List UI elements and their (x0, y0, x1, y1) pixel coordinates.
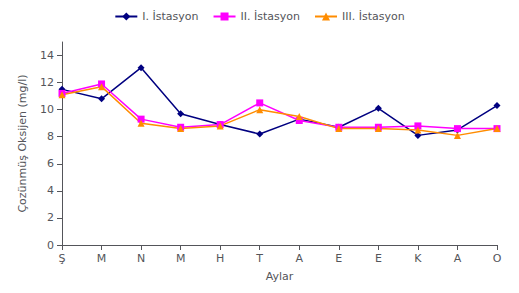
svg-text:Ş: Ş (59, 252, 66, 265)
svg-text:E: E (375, 252, 382, 265)
svg-text:6: 6 (47, 157, 54, 170)
svg-text:K: K (414, 252, 422, 265)
svg-text:III. İstasyon: III. İstasyon (342, 10, 405, 23)
svg-text:E: E (335, 252, 342, 265)
svg-text:10: 10 (40, 103, 54, 116)
svg-text:A: A (296, 252, 304, 265)
svg-text:14: 14 (40, 49, 54, 62)
svg-text:2: 2 (47, 211, 54, 224)
svg-text:0: 0 (47, 239, 54, 252)
svg-text:I. İstasyon: I. İstasyon (142, 10, 198, 23)
svg-text:M: M (97, 252, 107, 265)
svg-text:12: 12 (40, 76, 54, 89)
svg-text:Aylar: Aylar (266, 270, 294, 283)
svg-text:4: 4 (47, 184, 54, 197)
svg-text:Çozünmüş Oksijen (mg/l): Çozünmüş Oksijen (mg/l) (16, 74, 29, 212)
svg-text:8: 8 (47, 130, 54, 143)
svg-text:N: N (137, 252, 145, 265)
svg-text:T: T (255, 252, 263, 265)
svg-text:M: M (176, 252, 186, 265)
svg-text:A: A (454, 252, 462, 265)
svg-text:O: O (493, 252, 502, 265)
svg-text:H: H (216, 252, 224, 265)
svg-text:II. İstasyon: II. İstasyon (241, 10, 300, 23)
